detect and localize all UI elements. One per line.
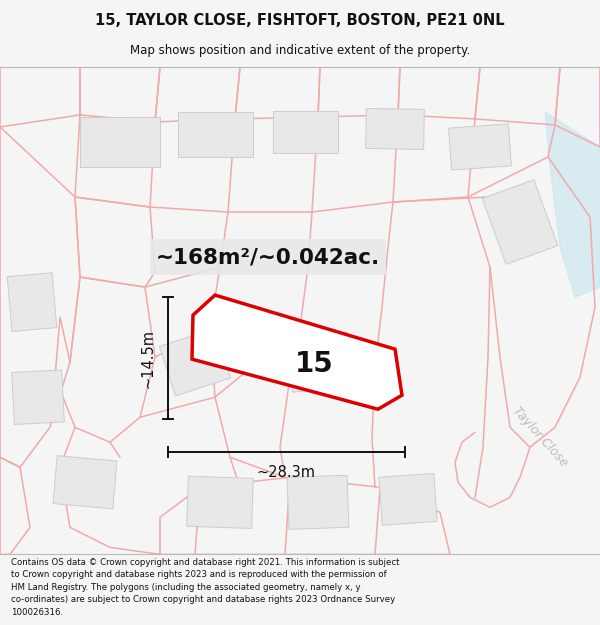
Polygon shape [545, 112, 600, 297]
Bar [288, 332, 352, 392]
Bar [11, 370, 64, 424]
Bar [449, 124, 511, 170]
Bar [80, 117, 160, 167]
Text: 15: 15 [295, 350, 333, 378]
Text: Taylor Close: Taylor Close [510, 405, 570, 470]
Text: ~14.5m: ~14.5m [140, 329, 155, 388]
Text: Map shows position and indicative extent of the property.: Map shows position and indicative extent… [130, 44, 470, 57]
Bar [272, 111, 337, 153]
Text: 15, TAYLOR CLOSE, FISHTOFT, BOSTON, PE21 0NL: 15, TAYLOR CLOSE, FISHTOFT, BOSTON, PE21… [95, 12, 505, 28]
Bar [150, 239, 386, 275]
Bar [178, 112, 253, 158]
Bar [379, 473, 437, 525]
Text: Contains OS data © Crown copyright and database right 2021. This information is : Contains OS data © Crown copyright and d… [11, 558, 400, 617]
Bar [187, 476, 253, 529]
Bar [160, 329, 230, 396]
Polygon shape [192, 295, 402, 409]
Text: ~28.3m: ~28.3m [257, 465, 316, 480]
Bar [482, 180, 558, 264]
Bar [7, 272, 57, 331]
Bar [287, 475, 349, 529]
Bar [365, 108, 424, 149]
Text: ~168m²/~0.042ac.: ~168m²/~0.042ac. [156, 247, 380, 267]
Bar [53, 456, 117, 509]
